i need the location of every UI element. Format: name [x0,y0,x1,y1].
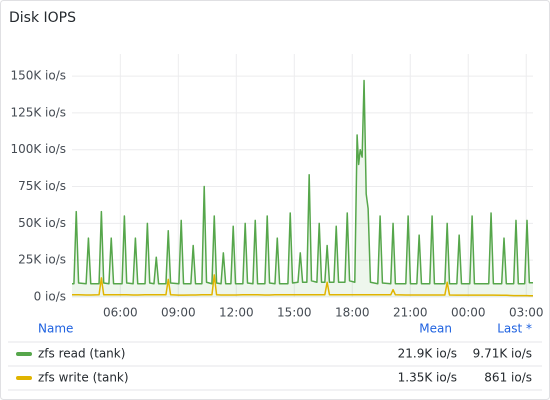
x-tick-label: 09:00 [161,306,196,320]
x-tick-label: 18:00 [335,306,370,320]
legend-mean: 21.9K io/s [398,347,457,361]
legend-header-mean[interactable]: Mean [419,322,452,336]
y-tick-label: 0 io/s [34,290,66,304]
y-tick-label: 100K io/s [10,142,66,156]
x-tick-label: 06:00 [103,306,138,320]
x-tick-label: 21:00 [393,306,428,320]
series-line [72,274,533,297]
panel-title: Disk IOPS [9,10,76,26]
legend-name: zfs read (tank) [38,347,125,361]
legend-mean: 1.35K io/s [398,371,457,385]
legend-last: 861 io/s [484,371,532,385]
y-tick-label: 25K io/s [18,253,66,267]
y-tick-label: 75K io/s [18,179,66,193]
x-tick-label: 03:00 [509,306,544,320]
y-tick-label: 50K io/s [18,216,66,230]
x-tick-label: 00:00 [451,306,486,320]
y-tick-label: 150K io/s [10,69,66,83]
legend-header-name[interactable]: Name [38,322,73,336]
x-tick-label: 15:00 [277,306,312,320]
legend-last: 9.71K io/s [473,347,532,361]
y-tick-label: 125K io/s [10,105,66,119]
legend-name: zfs write (tank) [38,371,129,385]
legend-header-last[interactable]: Last * [497,322,532,336]
series-line [72,79,534,285]
x-tick-label: 12:00 [219,306,254,320]
